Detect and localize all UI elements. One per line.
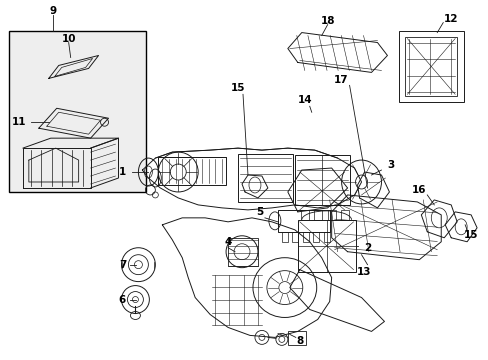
Text: 6: 6 (119, 294, 126, 305)
Text: 15: 15 (230, 84, 245, 93)
Text: 7: 7 (119, 260, 126, 270)
Bar (227, 238, 258, 266)
Text: 5: 5 (256, 207, 263, 217)
Text: 9: 9 (49, 6, 56, 15)
Text: 12: 12 (443, 14, 458, 24)
Bar (9, 31, 146, 192)
Bar (292, 232, 298, 242)
Bar (238, 154, 292, 202)
Text: 17: 17 (334, 75, 348, 85)
Bar (287, 332, 305, 345)
Text: 11: 11 (12, 117, 26, 127)
Bar (313, 232, 319, 242)
Bar (340, 210, 348, 220)
Text: 4: 4 (224, 237, 231, 247)
Text: 13: 13 (357, 267, 371, 276)
Text: 1: 1 (119, 167, 126, 177)
Bar (281, 232, 287, 242)
Bar (302, 232, 308, 242)
Text: 10: 10 (61, 33, 76, 44)
Bar (294, 155, 349, 205)
Bar (327, 210, 335, 220)
Bar (323, 232, 329, 242)
Text: 16: 16 (411, 185, 426, 195)
Bar (399, 31, 463, 102)
Text: 8: 8 (296, 336, 303, 346)
Bar (313, 210, 321, 220)
Text: 15: 15 (463, 230, 477, 240)
Bar (405, 37, 456, 96)
Text: 3: 3 (387, 160, 394, 170)
Bar (297, 220, 355, 272)
Bar (277, 210, 329, 232)
Text: 2: 2 (363, 243, 370, 253)
Text: 18: 18 (320, 15, 334, 26)
Bar (300, 210, 308, 220)
Text: 14: 14 (297, 95, 311, 105)
Bar (158, 157, 225, 185)
